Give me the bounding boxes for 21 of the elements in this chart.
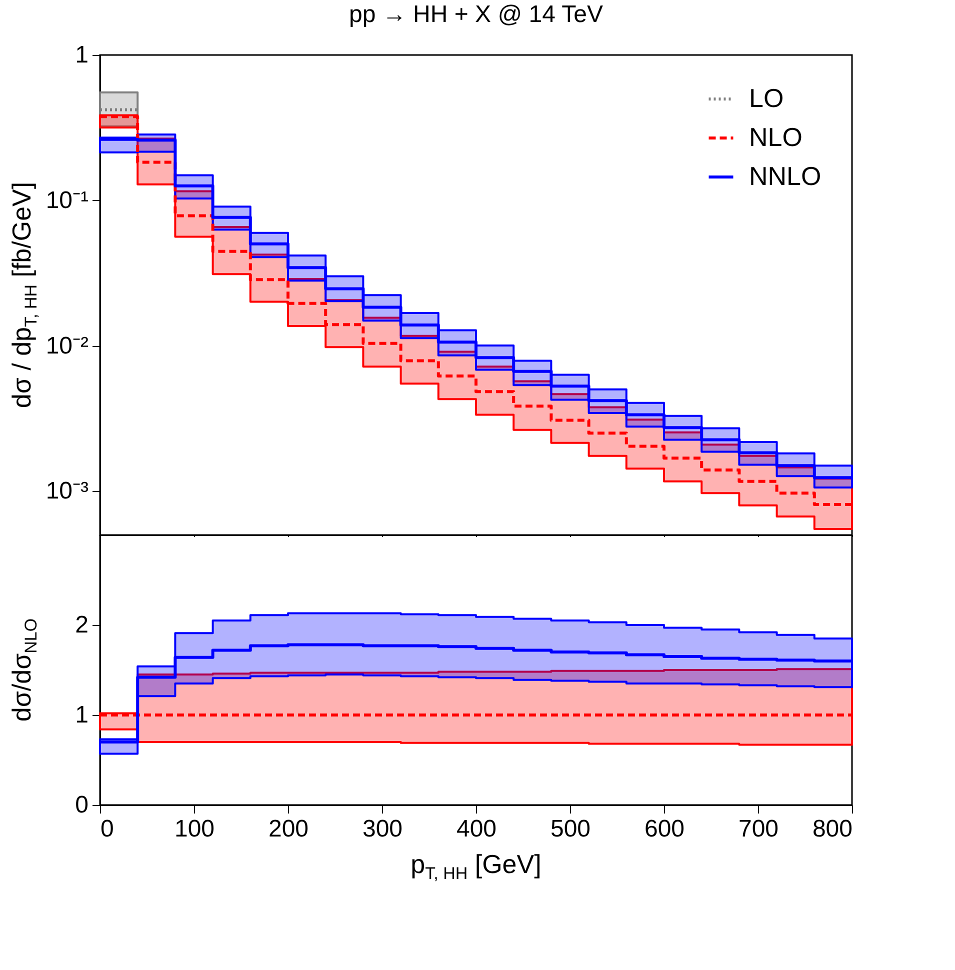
y-tick-label: 1	[75, 42, 88, 68]
x-tick-label: 0	[100, 816, 114, 842]
chart-title: pp → HH + X @ 14 TeV	[348, 1, 604, 28]
x-tick-label: 100	[174, 816, 215, 842]
y-tick-label: 10⁻¹	[46, 186, 89, 214]
x-tick-label: 800	[812, 816, 852, 842]
x-axis-title: p$_{T, HH}$ [GeV]	[410, 849, 542, 884]
x-tick-label: 700	[738, 816, 779, 842]
y-tick-label: 10⁻³	[46, 478, 89, 505]
x-tick-label: 200	[268, 816, 309, 842]
legend-label: NNLO	[749, 161, 822, 191]
y-tick-label: 0	[75, 792, 88, 818]
legend-label: NLO	[749, 122, 802, 152]
x-tick-label: 400	[456, 816, 497, 842]
y-tick-label: 1	[75, 702, 88, 728]
x-tick-label: 600	[644, 816, 685, 842]
x-tick-label: 300	[362, 816, 403, 842]
x-tick-label: 500	[550, 816, 591, 842]
y-tick-label: 2	[75, 612, 88, 638]
y-tick-label: 10⁻²	[46, 332, 89, 360]
legend-label: LO	[749, 83, 784, 113]
